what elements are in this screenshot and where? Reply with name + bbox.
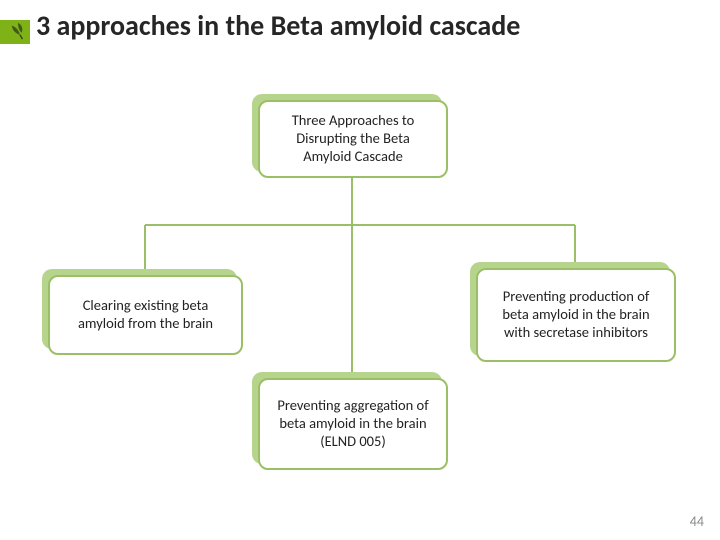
node-text: Preventing production of beta amyloid in…	[492, 288, 660, 341]
leaf-icon	[9, 22, 27, 40]
node-text: Preventing aggregation of beta amyloid i…	[274, 397, 432, 450]
node-box: Clearing existing beta amyloid from the …	[48, 275, 243, 355]
node-right: Preventing production of beta amyloid in…	[476, 268, 676, 362]
node-root: Three Approaches to Disrupting the Beta …	[258, 100, 448, 178]
connector	[144, 225, 146, 275]
node-box: Preventing aggregation of beta amyloid i…	[258, 378, 448, 470]
node-middle: Preventing aggregation of beta amyloid i…	[258, 378, 448, 470]
node-text: Three Approaches to Disrupting the Beta …	[274, 112, 432, 165]
node-box: Preventing production of beta amyloid in…	[476, 268, 676, 362]
connector	[351, 225, 353, 378]
header: 3 approaches in the Beta amyloid cascade	[0, 0, 720, 52]
node-box: Three Approaches to Disrupting the Beta …	[258, 100, 448, 178]
page-number: 44	[690, 513, 704, 530]
page-title: 3 approaches in the Beta amyloid cascade	[36, 10, 520, 42]
node-left: Clearing existing beta amyloid from the …	[48, 275, 243, 355]
title-container: 3 approaches in the Beta amyloid cascade	[30, 6, 530, 46]
connector	[145, 224, 575, 226]
connector	[351, 178, 353, 225]
node-text: Clearing existing beta amyloid from the …	[64, 297, 227, 332]
diagram-area: Three Approaches to Disrupting the Beta …	[0, 80, 720, 500]
